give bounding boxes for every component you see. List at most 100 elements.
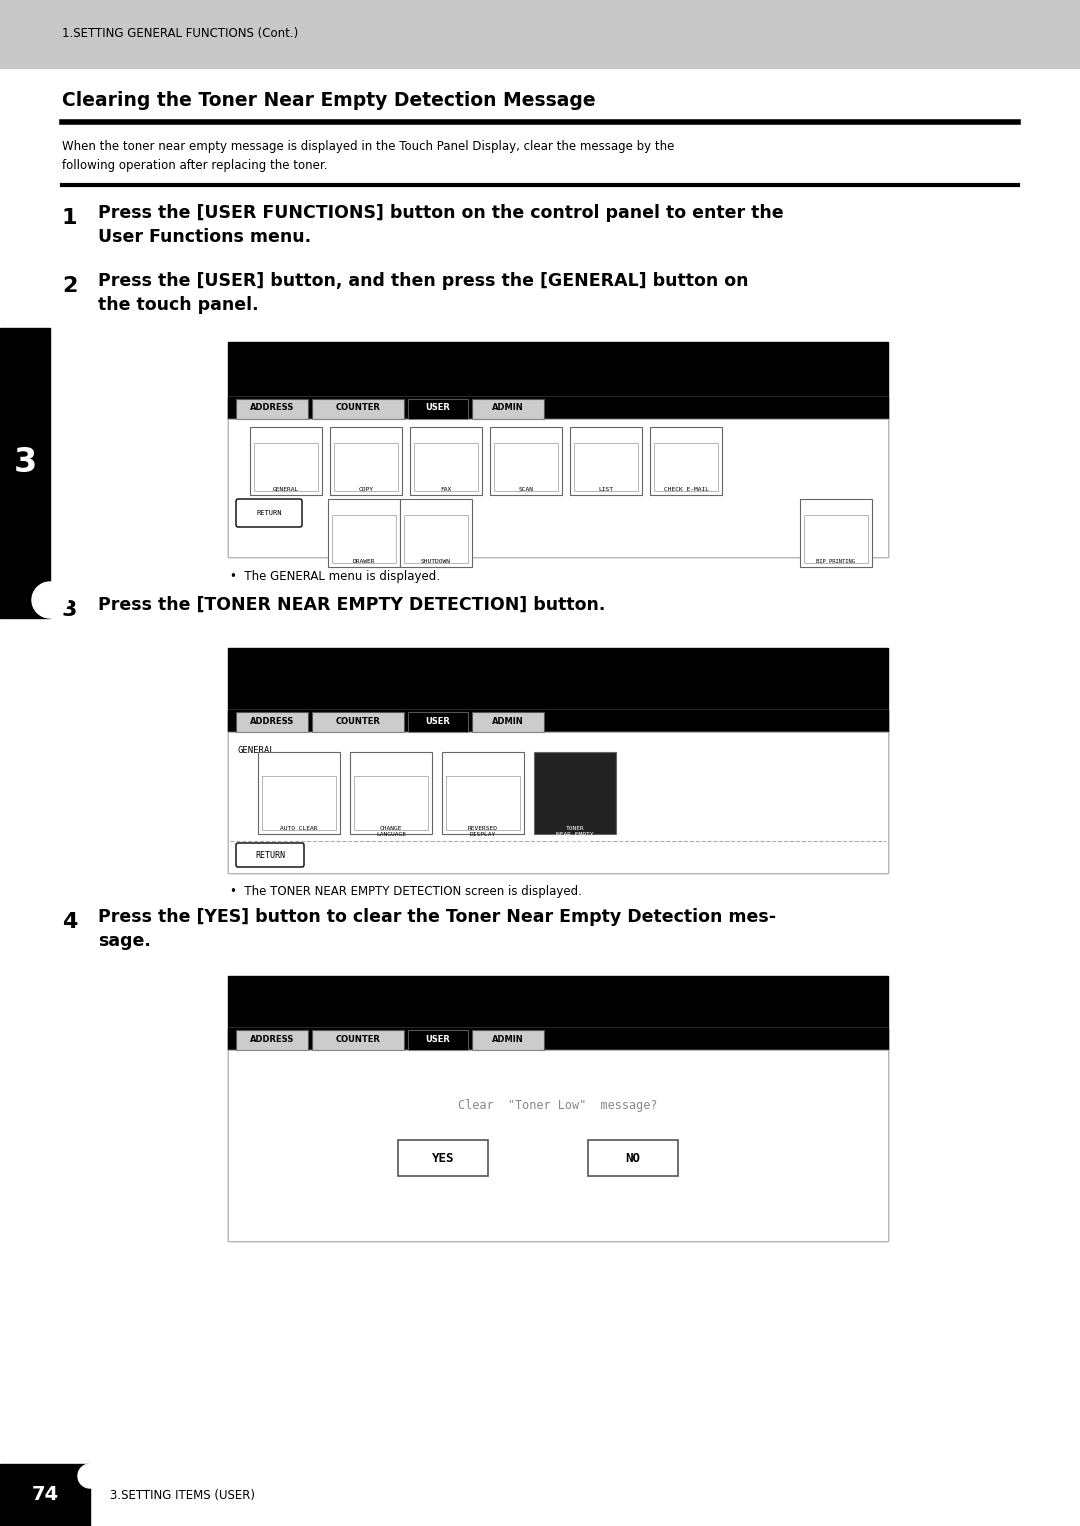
Text: USER: USER [426,1035,450,1044]
Text: 3: 3 [62,600,78,620]
Bar [414,443,478,491]
Bar [228,420,888,557]
Bar [237,713,308,732]
Bar [262,777,336,830]
Bar [237,398,308,420]
Text: Press the [TONER NEAR EMPTY DETECTION] button.: Press the [TONER NEAR EMPTY DETECTION] b… [98,597,606,613]
Text: Clear  "Toner Low"  message?: Clear "Toner Low" message? [458,1099,658,1111]
Text: ADMIN: ADMIN [492,403,524,412]
Text: CHECK E-MAIL: CHECK E-MAIL [663,487,708,491]
Bar [330,427,402,494]
Bar [228,710,888,732]
Bar [228,710,888,873]
Text: 1.SETTING GENERAL FUNCTIONS (Cont.): 1.SETTING GENERAL FUNCTIONS (Cont.) [62,27,298,41]
Text: •  The TONER NEAR EMPTY DETECTION screen is displayed.: • The TONER NEAR EMPTY DETECTION screen … [230,885,582,897]
Text: •  The GENERAL menu is displayed.: • The GENERAL menu is displayed. [230,571,440,583]
Bar [408,1030,468,1050]
Bar [228,977,888,1241]
Text: COUNTER: COUNTER [336,717,380,725]
Text: 2: 2 [62,276,78,296]
Bar [408,713,468,732]
Bar [570,427,642,494]
Bar [228,420,888,557]
Bar [534,752,616,835]
Text: BIP PRINTING: BIP PRINTING [816,559,855,565]
Text: RETURN: RETURN [256,510,282,516]
Text: NO: NO [625,1152,640,1164]
Bar [254,443,318,491]
Bar [228,649,888,873]
Text: ADDRESS: ADDRESS [249,1035,294,1044]
Bar [400,499,472,568]
Bar [228,397,888,420]
Text: GENERAL: GENERAL [238,746,275,755]
Bar [804,514,868,563]
Bar [0,1463,90,1526]
FancyBboxPatch shape [237,499,302,526]
Text: ADDRESS: ADDRESS [249,717,294,725]
Text: SCAN: SCAN [518,487,534,491]
Bar [399,1140,488,1177]
Bar [332,514,396,563]
Bar [354,777,428,830]
Bar [312,1030,404,1050]
Text: USER: USER [426,717,450,725]
Bar [249,427,322,494]
Bar [228,732,888,873]
Bar [237,1030,308,1050]
Bar [573,443,638,491]
Bar [334,443,399,491]
Bar [228,732,888,873]
Text: USER: USER [426,403,450,412]
Text: FAX: FAX [441,487,451,491]
Bar [228,1029,888,1241]
Text: COUNTER: COUNTER [336,1035,380,1044]
Text: DRAWER: DRAWER [353,559,375,565]
Text: RETURN: RETURN [255,850,285,859]
Bar [228,1050,888,1241]
Bar [404,514,468,563]
Bar [328,499,400,568]
FancyBboxPatch shape [237,842,303,867]
Text: SHUTDOWN: SHUTDOWN [421,559,451,565]
Bar [654,443,718,491]
Text: GENERAL: GENERAL [273,487,299,491]
Bar [228,1050,888,1241]
Circle shape [32,581,68,618]
Text: TONER
NEAR EMPTY
DETECTION: TONER NEAR EMPTY DETECTION [556,826,594,842]
Text: ADDRESS: ADDRESS [249,403,294,412]
Bar [258,752,340,835]
Bar [800,499,872,568]
Text: ADMIN: ADMIN [492,717,524,725]
Text: LIST: LIST [598,487,613,491]
Text: 3: 3 [13,447,37,479]
Bar [228,397,888,557]
Bar [472,398,544,420]
Bar [588,1140,678,1177]
Text: CHANGE
LANGUAGE: CHANGE LANGUAGE [376,826,406,836]
Bar [228,342,888,557]
Bar [442,752,524,835]
Bar [0,328,50,618]
Bar [650,427,723,494]
Text: Press the [YES] button to clear the Toner Near Empty Detection mes-
sage.: Press the [YES] button to clear the Tone… [98,908,777,949]
Text: ADMIN: ADMIN [492,1035,524,1044]
Text: 3.SETTING ITEMS (USER): 3.SETTING ITEMS (USER) [110,1488,255,1502]
Bar [228,1029,888,1050]
Text: REVERSED
DISPLAY: REVERSED DISPLAY [468,826,498,836]
Text: 1: 1 [62,208,78,227]
Text: COPY: COPY [359,487,374,491]
Text: YES: YES [432,1152,455,1164]
Bar [446,777,519,830]
Bar [472,713,544,732]
Text: 4: 4 [62,913,78,932]
Bar [408,398,468,420]
Text: Clearing the Toner Near Empty Detection Message: Clearing the Toner Near Empty Detection … [62,90,596,110]
Bar [472,1030,544,1050]
Text: Press the [USER FUNCTIONS] button on the control panel to enter the
User Functio: Press the [USER FUNCTIONS] button on the… [98,204,784,246]
Text: AUTO CLEAR: AUTO CLEAR [280,826,318,832]
Bar [490,427,562,494]
Circle shape [78,1463,102,1488]
Bar [0,0,1080,69]
Text: When the toner near empty message is displayed in the Touch Panel Display, clear: When the toner near empty message is dis… [62,140,674,171]
